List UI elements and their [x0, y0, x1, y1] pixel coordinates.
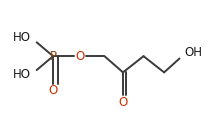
Text: OH: OH: [185, 46, 203, 59]
Text: HO: HO: [13, 31, 31, 44]
Text: O: O: [75, 50, 84, 63]
Text: O: O: [48, 84, 58, 97]
Text: HO: HO: [13, 68, 31, 81]
Text: P: P: [50, 50, 57, 63]
Text: O: O: [118, 96, 128, 109]
